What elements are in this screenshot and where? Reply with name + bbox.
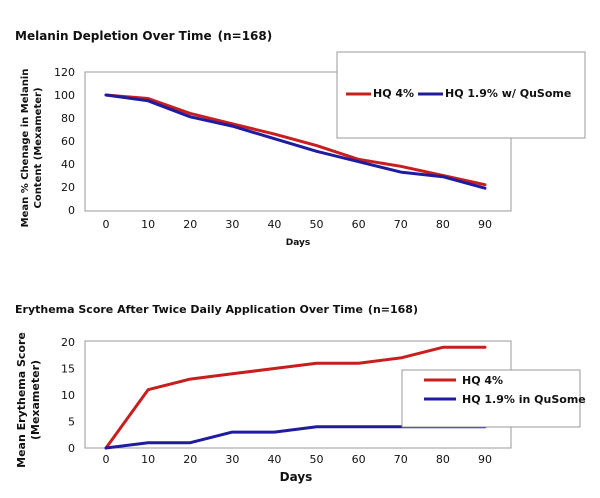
chart2-legend-hq4: HQ 4% <box>462 374 503 387</box>
chart1-xtick: 20 <box>183 218 197 231</box>
chart1-ylabel-2: Content (Mexameter) <box>33 87 44 208</box>
chart1-xtick: 30 <box>225 218 239 231</box>
chart2-ylabel: Mean Erythema Score <box>15 332 28 468</box>
chart1-xtick: 80 <box>436 218 450 231</box>
chart1-ylabel: Mean % Chenage in Melanin <box>20 69 31 228</box>
chart1-xtick: 50 <box>310 218 324 231</box>
chart2-xtick: 60 <box>352 453 366 466</box>
chart2-xtick: 10 <box>141 453 155 466</box>
chart2-xtick: 20 <box>183 453 197 466</box>
chart2-ytick: 20 <box>61 336 75 349</box>
chart2-xtick: 0 <box>103 453 110 466</box>
chart1-ytick: 120 <box>54 66 75 79</box>
chart1-xlabel: Days <box>286 238 311 248</box>
chart2-title: Erythema Score After Twice Daily Applica… <box>15 303 418 316</box>
chart1-legend-hq4: HQ 4% <box>373 87 414 100</box>
chart2-xtick: 80 <box>436 453 450 466</box>
chart2-xtick: 50 <box>310 453 324 466</box>
chart1-ytick: 20 <box>61 181 75 194</box>
chart2-xtick: 90 <box>478 453 492 466</box>
chart1-ytick: 80 <box>61 112 75 125</box>
chart2-xlabel: Days <box>280 470 313 484</box>
chart2-series-line-1 <box>104 345 487 450</box>
chart2-xtick: 30 <box>225 453 239 466</box>
chart2-ytick: 0 <box>68 442 75 455</box>
chart1-ytick: 40 <box>61 158 75 171</box>
chart2-legend-hq19: HQ 1.9% in QuSome <box>462 393 586 406</box>
chart2-xtick: 70 <box>394 453 408 466</box>
chart1-ytick: 100 <box>54 89 75 102</box>
chart2-xtick: 40 <box>267 453 281 466</box>
chart1-xtick: 40 <box>267 218 281 231</box>
chart1-legend-box <box>336 51 586 139</box>
chart1-ytick: 60 <box>61 135 75 148</box>
chart1-xtick: 90 <box>478 218 492 231</box>
chart2-ytick: 15 <box>61 363 75 376</box>
chart1-xtick: 70 <box>394 218 408 231</box>
chart1-title: Melanin Depletion Over Time (n=168) <box>15 29 272 43</box>
chart1-xtick: 0 <box>103 218 110 231</box>
chart1-legend-hq19: HQ 1.9% w/ QuSome <box>445 87 571 100</box>
chart1-ytick: 0 <box>68 204 75 217</box>
chart2-ylabel-2: (Mexameter) <box>29 360 42 440</box>
erythema-chart: Erythema Score After Twice Daily Applica… <box>15 303 586 484</box>
chart2-ytick: 10 <box>61 389 75 402</box>
chart2-ytick: 5 <box>68 416 75 429</box>
melanin-chart: Melanin Depletion Over Time (n=168) Mean … <box>15 29 586 248</box>
chart1-xtick: 10 <box>141 218 155 231</box>
chart1-series-line-2 <box>104 93 487 190</box>
chart1-series-line-1 <box>104 93 487 187</box>
chart1-xtick: 60 <box>352 218 366 231</box>
